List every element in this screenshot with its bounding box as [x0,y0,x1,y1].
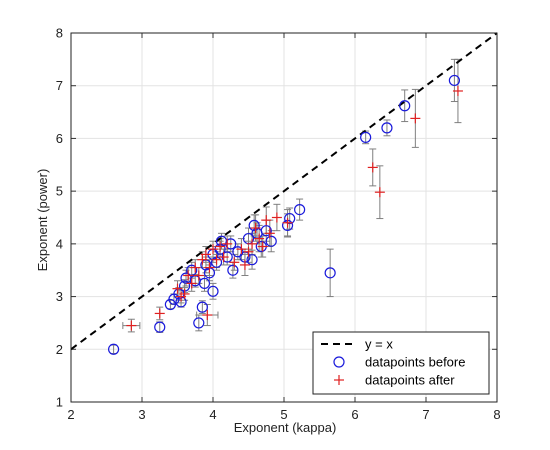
datapoint-after-marker [264,228,275,239]
datapoint-after-marker [186,278,197,289]
datapoint-after-marker [254,233,265,244]
datapoint-after-marker [172,283,183,294]
legend-entry-label: datapoints after [365,373,455,388]
x-tick-label: 5 [280,407,287,422]
datapoint-after-marker [183,270,194,281]
datapoint-before-marker [260,225,272,237]
x-tick-label: 4 [209,407,216,422]
legend-plus-symbol [334,375,344,385]
axes-box [70,32,498,403]
datapoint-after-marker [410,113,421,124]
datapoint-after-marker [374,187,385,198]
datapoint-after-marker [218,252,229,263]
datapoint-before-marker [198,277,211,289]
datapoint-after-marker [247,238,258,249]
datapoint-after-marker [193,270,204,281]
datapoint-before-marker [265,235,277,247]
datapoint-after-marker [211,254,222,265]
datapoint-before-marker [381,122,393,134]
y-tick-label: 8 [56,26,63,41]
datapoint-after-marker [200,249,211,260]
datapoint-after-marker [208,244,218,255]
datapoint-before-marker [324,267,336,279]
datapoint-after-marker [154,308,165,319]
datapoint-before-marker [284,212,296,225]
datapoint-after-marker [250,223,261,234]
datapoint-after-marker [229,257,240,268]
x-tick-label: 7 [422,407,429,422]
datapoint-after-marker [202,310,213,321]
datapoint-after-marker [243,246,254,257]
x-tick-label: 2 [67,407,74,422]
datapoint-after-marker [215,241,226,252]
x-tick-label: 8 [493,407,500,422]
legend-entry-label: y = x [365,337,393,352]
datapoint-after-marker [282,217,293,228]
datapoint-before-marker [294,203,306,216]
datapoint-before-marker [107,343,120,355]
x-tick-label: 6 [351,407,358,422]
y-equals-x-line [70,32,498,351]
datapoint-after-marker [271,212,282,223]
datapoint-after-marker [204,262,215,273]
datapoint-after-marker [236,244,247,255]
x-tick-label: 3 [138,407,145,422]
y-axis-label: Exponent (power) [35,169,50,272]
datapoint-after-marker [179,288,190,299]
y-tick-label: 3 [56,289,63,304]
legend: y = x datapoints before datapoints after [312,331,490,395]
datapoint-after-marker [257,241,268,252]
datapoint-after-marker [126,320,137,331]
datapoint-before-marker [196,301,208,313]
datapoint-before-marker [232,246,244,258]
y-tick-label: 4 [56,236,63,251]
datapoint-before-marker [360,131,372,143]
legend-entry-label: datapoints before [365,355,465,370]
datapoint-before-marker [154,321,166,333]
datapoint-before-marker [193,317,205,329]
legend-box [312,331,490,395]
legend-circle-symbol [333,356,345,368]
datapoint-before-marker [448,74,460,87]
datapoint-after-marker [190,262,201,273]
datapoint-before-marker [227,264,239,276]
datapoint-after-marker [261,215,272,226]
datapoint-before-marker [246,254,258,266]
datapoint-after-marker [239,259,250,270]
datapoint-after-marker [452,85,463,96]
datapoint-after-marker [197,254,208,265]
datapoint-before-marker [207,285,219,297]
datapoint-after-marker [367,162,378,173]
datapoint-after-marker [222,238,233,249]
y-tick-label: 1 [56,395,63,410]
x-axis-label: Exponent (kappa) [234,420,337,435]
y-tick-label: 7 [56,78,63,93]
y-tick-label: 2 [56,342,63,357]
datapoint-before-marker [248,219,260,232]
y-tick-label: 5 [56,184,63,199]
datapoint-before-marker [399,100,411,112]
y-tick-label: 6 [56,131,63,146]
